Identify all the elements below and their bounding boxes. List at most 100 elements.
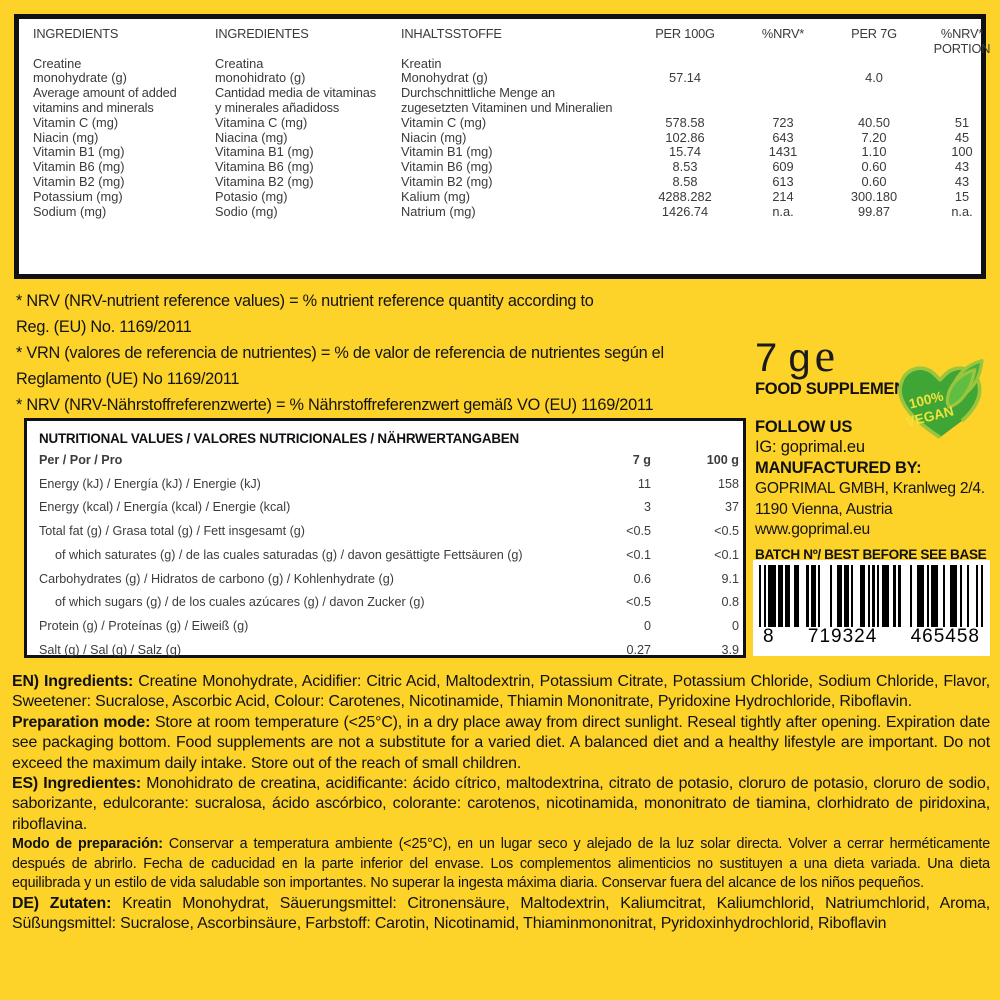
nutrient-es: Sodio (mg) (215, 203, 278, 219)
nutrient-nrv-100g: 643 (772, 129, 794, 145)
nutri-value-7g: <0.1 (626, 547, 651, 562)
nutritional-values-table: Per / Por / Pro 7 g 100 g Energy (kJ) / … (39, 449, 739, 662)
nutrient-per-100g: 4288.282 (658, 188, 712, 204)
nutrient-per-100g: 15.74 (668, 144, 702, 160)
de-ingredients-label: DE) Zutaten: (12, 895, 112, 913)
nutritional-values-title: NUTRITIONAL VALUES / VALORES NUTRICIONAL… (39, 431, 519, 446)
nutrient-es: Vitamina C (mg) (215, 114, 308, 130)
nutrient-per-100g: 8.53 (672, 159, 698, 175)
es-preparation-paragraph: Modo de preparación: Conservar a tempera… (12, 835, 990, 894)
vegan-badge: 100% VEGAN (894, 357, 986, 441)
nutrient-de: Vitamin B6 (mg) (401, 159, 493, 175)
nutri-label: of which sugars (g) / de los cuales azúc… (55, 595, 425, 610)
nutrient-per-100g: 8.58 (672, 173, 698, 189)
table-row-creatine-line2: monohydrate (g) monohidrato (g) Monohydr… (33, 71, 1000, 86)
en-preparation-paragraph: Preparation mode: Store at room temperat… (12, 713, 990, 774)
header-ingredients-en: INGREDIENTS (33, 26, 119, 41)
nutri-label: of which saturates (g) / de las cuales s… (55, 547, 523, 562)
nutrient-nrv-portion: 43 (954, 173, 970, 189)
nutrient-nrv-portion: 45 (954, 129, 970, 145)
nutri-value-7g: <0.5 (626, 595, 651, 610)
table-row: Sodium (mg) Sodio (mg) Natrium (mg) 1426… (33, 203, 1000, 220)
nutri-col-a-header: 7 g (632, 453, 651, 467)
instagram-handle[interactable]: IG: goprimal.eu (755, 438, 865, 456)
en-ingredients-body: Creatine Monohydrate, Acidifier: Citric … (12, 673, 990, 711)
net-weight: 7 ge (755, 333, 993, 380)
nutrient-per-7g: 300.180 (850, 188, 898, 204)
manufacturer-address-line1: GOPRIMAL GMBH, Kranlweg 2/4. (755, 480, 985, 497)
nutrient-es: Vitamina B2 (mg) (215, 173, 314, 189)
vegan-heart-leaf-icon: 100% VEGAN (898, 359, 984, 439)
nutri-label: Energy (kJ) / Energía (kJ) / Energie (kJ… (39, 476, 261, 491)
table-row: Niacin (mg) Niacina (mg) Niacin (mg) 102… (33, 129, 1000, 146)
nutrient-de: Natrium (mg) (401, 203, 476, 219)
es-ingredients-body: Monohidrato de creatina, acidificante: á… (12, 775, 990, 833)
manufacturer-website[interactable]: www.goprimal.eu (755, 521, 870, 538)
average-heading-en-line1: Average amount of added (33, 85, 177, 101)
follow-us-heading: FOLLOW US (755, 418, 853, 436)
nutri-value-7g: 0.27 (626, 642, 651, 657)
creatine-per-7g: 4.0 (865, 70, 883, 86)
nutrient-per-7g: 7.20 (861, 129, 887, 145)
table-row: Vitamin C (mg) Vitamina C (mg) Vitamin C… (33, 114, 1000, 131)
nutrient-per-7g: 1.10 (861, 144, 887, 160)
nutrient-nrv-100g: n.a. (772, 203, 794, 219)
nutrient-per-100g: 1426.74 (661, 203, 709, 219)
nutrient-per-100g: 578.58 (665, 114, 705, 130)
batch-best-before-note: BATCH Nº/ BEST BEFORE SEE BASE (755, 546, 987, 562)
creatine-de-line1: Kreatin (401, 55, 442, 71)
nutrient-nrv-portion: 43 (954, 159, 970, 175)
nutri-value-100g: 9.1 (721, 571, 739, 586)
nutrient-en: Potassium (mg) (33, 188, 123, 204)
nutri-label: Salt (g) / Sal (g) / Salz (g) (39, 642, 182, 657)
table-row: Potassium (mg) Potasio (mg) Kalium (mg) … (33, 188, 1000, 205)
manufactured-by-heading: MANUFACTURED BY: (755, 459, 922, 477)
nutrient-es: Vitamina B6 (mg) (215, 159, 314, 175)
nutrient-es: Niacina (mg) (215, 129, 288, 145)
average-heading-de-line2: zugesetzten Vitaminen und Mineralien (401, 99, 613, 115)
de-ingredients-paragraph: DE) Zutaten: Kreatin Monohydrat, Säuerun… (12, 894, 990, 935)
nrv-note-es-line1: * VRN (valores de referencia de nutrient… (16, 344, 664, 362)
nutri-value-7g: 3 (643, 500, 651, 515)
header-nrv-portion-line1: %NRV* (940, 26, 984, 41)
nutrient-en: Vitamin B2 (mg) (33, 173, 125, 189)
nutri-label: Protein (g) / Proteínas (g) / Eiweiß (g) (39, 618, 249, 633)
manufacturer-address-line2: 1190 Vienna, Austria (755, 500, 893, 518)
header-nrv-portion: %NRV* PORTION (923, 26, 1000, 57)
barcode: 8 719324 465458 (753, 560, 990, 656)
nrv-note-en-line1: * NRV (NRV-nutrient reference values) = … (16, 292, 594, 310)
nutrient-nrv-100g: 214 (772, 188, 794, 204)
multilingual-info-text: EN) Ingredients: Creatine Monohydrate, A… (12, 672, 990, 935)
creatine-nrv-portion (923, 71, 1000, 86)
nutrient-per-100g: 102.86 (665, 129, 705, 145)
table-row-average-heading-line2: vitamins and minerals y minerales añadid… (33, 99, 1000, 116)
nutrient-en: Vitamin C (mg) (33, 114, 119, 130)
barcode-group-1: 719324 (807, 626, 878, 647)
de-ingredients-body: Kreatin Monohydrat, Säuerungsmittel: Cit… (12, 895, 990, 933)
table-row: of which saturates (g) / de las cuales s… (39, 544, 739, 568)
product-info-column: 7 ge FOOD SUPPLEMENT FOLLOW US IG: gopri… (755, 333, 993, 562)
net-weight-value: 7 g (755, 336, 811, 380)
es-preparation-body: Conservar a temperatura ambiente (<25°C)… (12, 836, 990, 892)
nutrient-nrv-100g: 723 (772, 114, 794, 130)
nutrient-per-7g: 40.50 (857, 114, 891, 130)
nutri-value-7g: <0.5 (626, 524, 651, 539)
es-preparation-label: Modo de preparación: (12, 836, 163, 853)
table-row: Vitamin B2 (mg) Vitamina B2 (mg) Vitamin… (33, 173, 1000, 190)
nutri-label: Carbohydrates (g) / Hidratos de carbono … (39, 571, 394, 586)
table-row: of which sugars (g) / de los cuales azúc… (39, 591, 739, 615)
nutri-per-label: Per / Por / Pro (39, 453, 123, 467)
table-row: Vitamin B6 (mg) Vitamina B6 (mg) Vitamin… (33, 159, 1000, 175)
nutrient-nrv-portion: 100 (951, 144, 973, 160)
creatine-de-line2: Monohydrat (g) (401, 70, 488, 86)
es-ingredients-paragraph: ES) Ingredientes: Monohidrato de creatin… (12, 774, 990, 835)
barcode-digit-left: 8 (763, 626, 775, 647)
table-row: Energy (kcal) / Energía (kcal) / Energie… (39, 496, 739, 520)
nrv-footnotes: * NRV (NRV-nutrient reference values) = … (16, 288, 756, 418)
nutri-value-7g: 0 (643, 618, 651, 633)
nutri-value-100g: <0.5 (714, 524, 739, 539)
nutrient-es: Potasio (mg) (215, 188, 288, 204)
nutrient-de: Vitamin B1 (mg) (401, 144, 493, 160)
table-row: Salt (g) / Sal (g) / Salz (g) 0.27 3.9 (39, 639, 739, 663)
nrv-note-es-line2: Reglamento (UE) No 1169/2011 (16, 370, 240, 388)
